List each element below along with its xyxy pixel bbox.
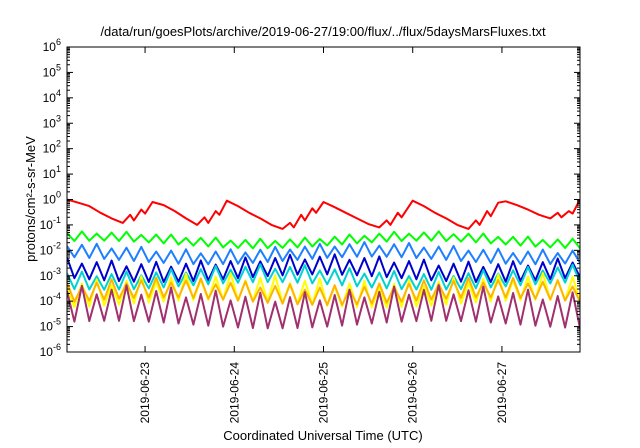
- x-tick-label: 2019-06-25: [317, 362, 331, 424]
- series-line: [67, 198, 580, 230]
- y-tick-label: 105: [43, 62, 61, 79]
- y-tick-label: 10-3: [40, 266, 61, 283]
- y-tick-label: 10-5: [40, 317, 61, 334]
- x-tick-label: 2019-06-26: [406, 362, 420, 424]
- y-tick-label: 103: [43, 113, 61, 130]
- series-layer: [67, 198, 580, 330]
- y-tick-label: 10-4: [40, 291, 61, 308]
- series-line: [67, 276, 580, 306]
- y-tick-label: 10-2: [40, 240, 61, 257]
- chart-title: /data/run/goesPlots/archive/2019-06-27/1…: [100, 24, 546, 39]
- y-tick-label: 10-6: [40, 342, 61, 359]
- y-tick-label: 104: [43, 88, 61, 105]
- y-tick-label: 106: [43, 37, 61, 54]
- x-tick-label: 2019-06-24: [227, 362, 241, 424]
- y-axis-title: protons/cm²-s-sr-MeV: [23, 136, 38, 262]
- x-tick-label: 2019-06-27: [495, 362, 509, 424]
- x-axis-title: Coordinated Universal Time (UTC): [223, 428, 422, 443]
- x-axis: 2019-06-23 2019-06-24 2019-06-25 2019-06-26…: [138, 47, 509, 423]
- y-axis: 10-6 10-5 10-4 10-3 10-2 10-1 100 101 102 103 104 1…: [40, 37, 580, 359]
- y-tick-label: 102: [43, 139, 61, 156]
- series-line: [67, 284, 580, 330]
- x-tick-label: 2019-06-23: [138, 362, 152, 424]
- series-line: [67, 253, 580, 283]
- series-line: [67, 263, 580, 291]
- series-line: [67, 241, 580, 266]
- y-tick-label: 101: [43, 164, 61, 181]
- y-tick-label: 100: [43, 190, 61, 207]
- series-line: [67, 230, 580, 250]
- y-tick-label: 10-1: [40, 215, 61, 232]
